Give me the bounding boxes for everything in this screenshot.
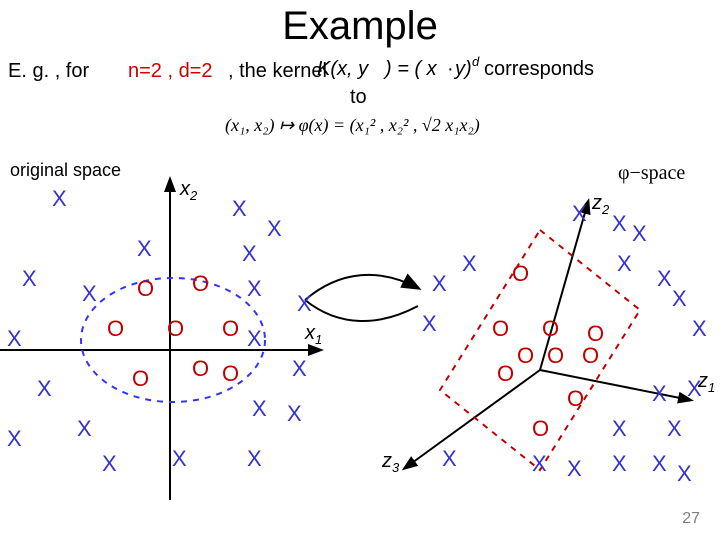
marker-o: O (107, 316, 124, 342)
marker-x: X (172, 446, 187, 472)
marker-x: X (632, 221, 647, 247)
marker-x: X (667, 416, 682, 442)
marker-x: X (617, 251, 632, 277)
marker-o: O (192, 356, 209, 382)
marker-x: X (232, 196, 247, 222)
marker-o: O (512, 261, 529, 287)
marker-x: X (572, 201, 587, 227)
marker-x: X (7, 326, 22, 352)
marker-x: X (652, 451, 667, 477)
marker-x: X (287, 401, 302, 427)
page-number: 27 (682, 510, 700, 528)
marker-x: X (247, 276, 262, 302)
marker-x: X (82, 281, 97, 307)
marker-x: X (532, 451, 547, 477)
marker-o: O (532, 416, 549, 442)
marker-o: O (167, 316, 184, 342)
marker-o: O (137, 276, 154, 302)
marker-x: X (672, 286, 687, 312)
marker-x: X (77, 416, 92, 442)
marker-x: X (52, 186, 67, 212)
marker-o: O (567, 386, 584, 412)
marker-x: X (37, 376, 52, 402)
marker-x: X (687, 376, 702, 402)
marker-x: X (247, 446, 262, 472)
marker-x: X (422, 311, 437, 337)
marker-x: X (242, 241, 257, 267)
marker-x: X (102, 451, 117, 477)
marker-o: O (222, 361, 239, 387)
marker-x: X (267, 216, 282, 242)
marker-o: O (517, 343, 534, 369)
marker-x: X (612, 416, 627, 442)
marker-x: X (292, 356, 307, 382)
marker-o: O (492, 316, 509, 342)
marker-o: O (222, 316, 239, 342)
marker-x: X (137, 236, 152, 262)
marker-o: O (542, 316, 559, 342)
marker-x: X (432, 271, 447, 297)
marker-x: X (462, 251, 477, 277)
marker-x: X (652, 381, 667, 407)
marker-x: X (7, 426, 22, 452)
marker-o: O (582, 343, 599, 369)
marker-o: O (547, 343, 564, 369)
marker-x: X (677, 461, 692, 487)
marker-x: X (297, 291, 312, 317)
marker-x: X (692, 316, 707, 342)
marker-x: X (612, 451, 627, 477)
marker-x: X (22, 266, 37, 292)
marker-o: O (192, 271, 209, 297)
marker-x: X (442, 446, 457, 472)
marker-x: X (612, 211, 627, 237)
marker-x: X (252, 396, 267, 422)
marker-x: X (247, 326, 262, 352)
marker-o: O (497, 361, 514, 387)
marker-o: O (132, 366, 149, 392)
marker-x: X (567, 456, 582, 482)
marker-x: X (657, 266, 672, 292)
